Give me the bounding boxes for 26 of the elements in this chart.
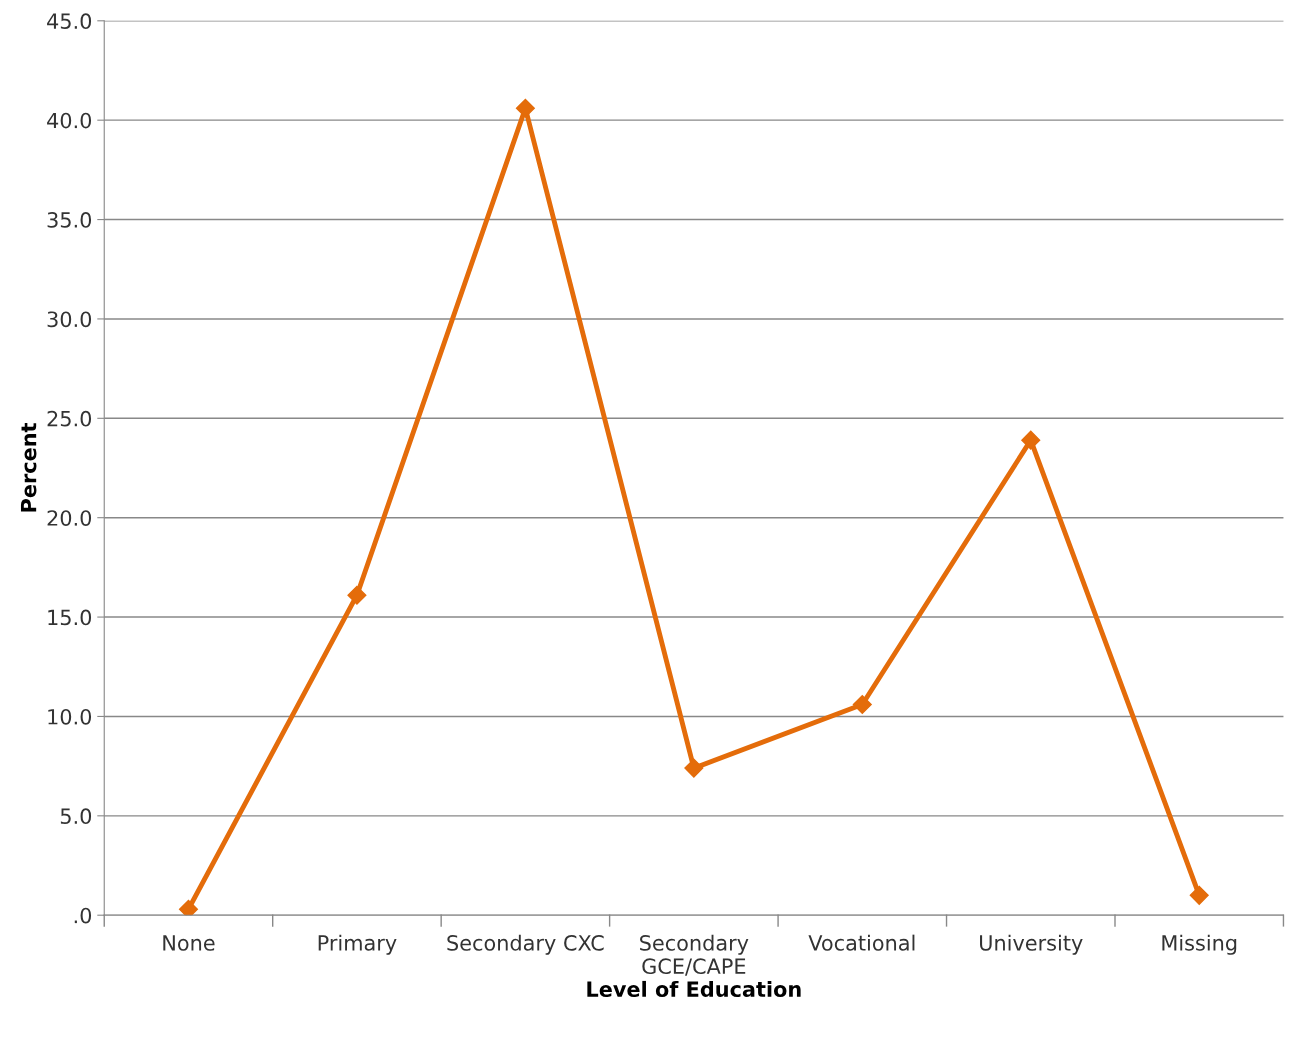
- y-tick-label: 5.0: [60, 808, 92, 825]
- point: [852, 694, 872, 715]
- y-tick-label: 40.0: [47, 112, 92, 129]
- x-tick-label: Secondary CXC: [447, 934, 604, 955]
- x-tick-label: Vocational: [808, 934, 915, 951]
- point: [347, 585, 367, 605]
- x-tick-label: Secondary GCE/CAPE: [640, 934, 749, 976]
- y-tick-label: 20.0: [47, 510, 92, 526]
- y-tick-label: 25.0: [47, 410, 92, 427]
- point: [178, 899, 199, 916]
- x-tick-label: Primary: [318, 934, 397, 955]
- y-tick-label: 45.0: [47, 13, 92, 30]
- point: [1021, 430, 1041, 450]
- point: [515, 98, 535, 118]
- y-tick-label: .0: [74, 907, 92, 924]
- x-tick-label: None: [163, 935, 215, 951]
- point: [1189, 885, 1209, 905]
- y-tick-label: 30.0: [47, 311, 92, 328]
- y-axis-title: Percent: [20, 423, 37, 512]
- y-tick-label: 35.0: [47, 212, 92, 228]
- point: [684, 758, 704, 778]
- x-tick-label: University: [980, 934, 1083, 955]
- x-tick-label: Missing: [1162, 934, 1237, 955]
- x-axis-title: Level of Education: [587, 980, 801, 998]
- y-tick-label: 15.0: [48, 609, 92, 626]
- y-tick-label: 10.0: [48, 708, 92, 725]
